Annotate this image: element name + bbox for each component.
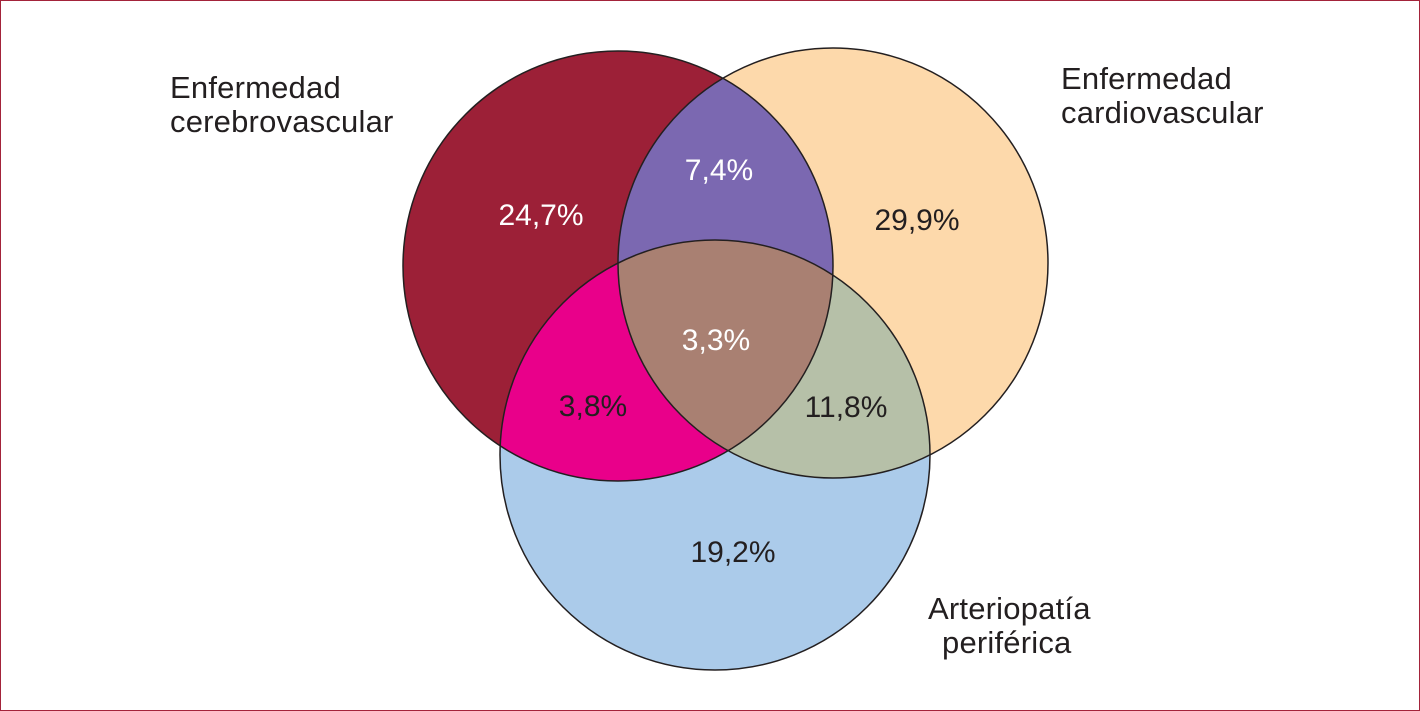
value-cardio-only: 29,9% (874, 204, 959, 237)
value-cardio-arterio: 11,8% (805, 391, 888, 424)
label-arteriopatia-line-1: Arteriopatía (928, 591, 1091, 626)
value-all-three: 3,3% (682, 324, 750, 357)
label-cardiovascular-line-2: cardiovascular (1061, 95, 1264, 130)
value-cerebro-arterio: 3,8% (559, 390, 627, 423)
circle-outlines (402, 47, 1049, 671)
label-arteriopatia-line-2: periférica (942, 625, 1072, 660)
label-arteriopatia: Arteriopatía periférica (928, 592, 1091, 660)
label-cardiovascular: Enfermedad cardiovascular (1061, 62, 1264, 130)
label-cerebrovascular-line-2: cerebrovascular (170, 104, 394, 139)
label-cerebrovascular: Enfermedad cerebrovascular (170, 71, 394, 139)
value-arterio-only: 19,2% (690, 536, 775, 569)
value-cerebro-only: 24,7% (498, 199, 583, 232)
value-cerebro-cardio: 7,4% (685, 154, 753, 187)
label-cerebrovascular-line-1: Enfermedad (170, 70, 341, 105)
label-cardiovascular-line-1: Enfermedad (1061, 61, 1232, 96)
